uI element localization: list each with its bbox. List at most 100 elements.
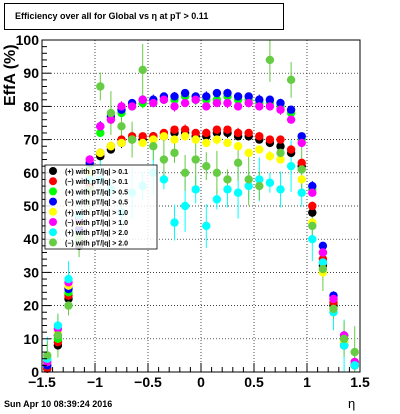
data-point — [191, 185, 200, 194]
data-point — [276, 148, 285, 158]
legend-label: (+) with pT/|q| > 1.0 — [65, 210, 128, 217]
data-point — [117, 138, 126, 148]
data-point — [117, 102, 126, 111]
data-point — [159, 132, 169, 141]
y-tick-label: 0 — [31, 364, 39, 380]
y-tick-label: 80 — [23, 98, 39, 114]
data-point — [191, 135, 200, 144]
data-point — [297, 188, 306, 197]
data-point — [350, 347, 359, 357]
data-point — [233, 128, 243, 138]
legend-marker — [49, 187, 57, 196]
data-point — [308, 221, 317, 231]
data-point — [265, 152, 275, 161]
data-point — [53, 321, 63, 330]
data-point — [180, 125, 190, 134]
data-point — [308, 235, 317, 244]
data-point — [244, 128, 253, 138]
x-tick-label: −0.5 — [134, 374, 162, 390]
data-point — [286, 161, 296, 171]
y-tick-label: 20 — [23, 298, 39, 314]
legend-label: (+) with pT/|q| > 0.5 — [65, 189, 128, 196]
data-point — [159, 175, 169, 184]
data-point — [223, 138, 232, 148]
y-tick-label: 60 — [23, 165, 39, 181]
data-point — [233, 188, 243, 197]
data-point — [96, 148, 105, 158]
data-point — [297, 132, 306, 141]
data-point — [64, 301, 73, 310]
data-point — [180, 132, 190, 141]
legend-label: (−) with pT/|q| > 0.5 — [65, 200, 128, 207]
data-point — [244, 92, 253, 101]
data-point — [180, 201, 190, 211]
data-point — [127, 135, 137, 144]
data-point — [64, 274, 73, 284]
data-point — [96, 128, 105, 138]
x-tick-label: 0 — [197, 374, 205, 390]
data-point — [223, 185, 232, 194]
data-point — [96, 82, 105, 91]
data-point — [318, 264, 328, 274]
data-point — [339, 341, 349, 350]
data-point — [276, 105, 285, 114]
data-point — [233, 102, 243, 111]
data-point — [244, 181, 253, 191]
x-tick-label: −1.5 — [28, 374, 56, 390]
data-point — [43, 351, 52, 360]
data-point — [191, 95, 200, 104]
x-tick-label: 1 — [303, 374, 311, 390]
data-point — [286, 105, 296, 114]
data-point — [276, 135, 285, 144]
data-point — [202, 102, 211, 111]
data-point — [318, 248, 328, 257]
data-point — [138, 138, 147, 148]
data-point — [308, 208, 317, 217]
data-point — [339, 334, 349, 343]
y-tick-label: 30 — [23, 264, 39, 280]
data-point — [255, 175, 264, 184]
data-point — [318, 258, 328, 267]
legend-marker — [49, 218, 57, 226]
data-point — [297, 175, 306, 184]
data-point — [255, 95, 264, 104]
data-point — [202, 221, 211, 231]
data-point — [329, 294, 338, 304]
data-point — [329, 304, 338, 314]
data-point — [297, 158, 306, 168]
data-point — [350, 361, 359, 370]
data-point — [286, 75, 296, 85]
x-tick-label: 0.5 — [244, 374, 264, 390]
data-point — [265, 95, 275, 104]
data-point — [149, 135, 158, 144]
data-point — [212, 195, 222, 204]
data-point — [138, 95, 147, 104]
data-point — [96, 122, 105, 131]
data-point — [318, 241, 328, 251]
data-point — [170, 125, 179, 134]
data-point — [297, 138, 306, 148]
data-point — [308, 201, 317, 211]
legend-label: (−) with pT/|q| > 2.0 — [65, 240, 128, 247]
data-point — [286, 145, 296, 154]
data-point — [212, 98, 222, 108]
data-point — [106, 115, 116, 124]
data-point — [255, 132, 264, 141]
data-point — [297, 165, 306, 174]
y-tick-label: 10 — [23, 331, 39, 347]
data-point — [138, 132, 147, 141]
data-point — [308, 181, 317, 191]
data-point — [202, 138, 211, 148]
x-axis-label: η — [348, 396, 356, 411]
data-point — [265, 102, 275, 111]
data-point — [233, 142, 243, 151]
data-point — [53, 331, 63, 340]
x-tick-label: 1.5 — [350, 374, 370, 390]
legend-marker — [49, 197, 57, 206]
data-point — [180, 168, 190, 177]
data-point — [223, 98, 232, 108]
data-point — [127, 102, 137, 111]
data-point — [202, 161, 211, 171]
data-point — [180, 98, 190, 108]
y-tick-label: 90 — [23, 65, 39, 81]
